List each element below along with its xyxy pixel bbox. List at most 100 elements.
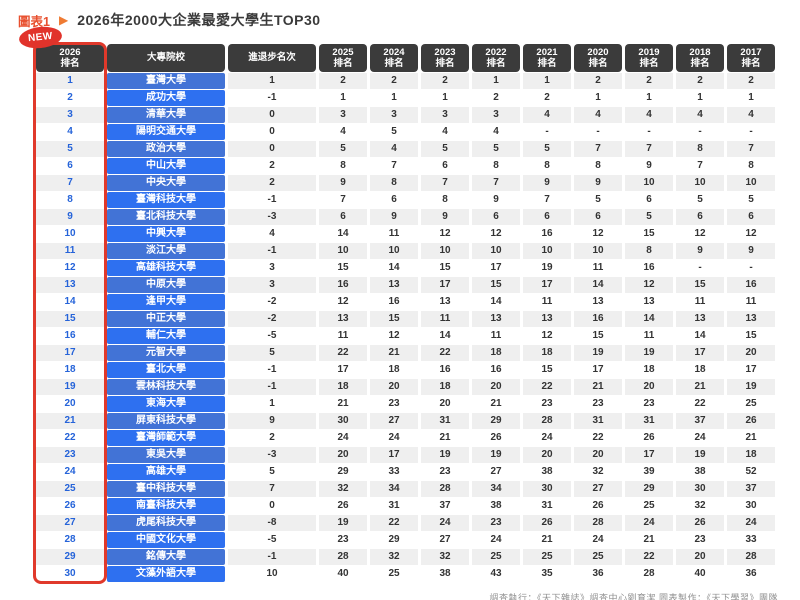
ranking-table: 2026 排名 大專院校 進退步名次 2025 排名 2024 排名 2023 排名 202…	[33, 43, 778, 583]
change-cell: 2	[228, 175, 316, 191]
year-cell: 28	[319, 549, 367, 565]
year-cell: 10	[472, 243, 520, 259]
table-row: 10 中興大學 4 14 11 12 12 16 12 15 12 12	[36, 226, 775, 242]
year-cell: 26	[319, 498, 367, 514]
year-cell: 1	[421, 90, 469, 106]
year-cell: 27	[370, 413, 418, 429]
year-cell: 4	[472, 124, 520, 140]
rank-cell: 25	[36, 481, 104, 497]
table-row: 20 東海大學 1 21 23 20 21 23 23 23 22 25	[36, 396, 775, 412]
year-cell: 8	[574, 158, 622, 174]
year-cell: 18	[625, 362, 673, 378]
year-cell: 18	[370, 362, 418, 378]
school-cell: 東海大學	[107, 396, 225, 412]
year-cell: 32	[421, 549, 469, 565]
year-cell: 28	[574, 515, 622, 531]
year-cell: 16	[523, 226, 571, 242]
year-cell: -	[574, 124, 622, 140]
table-row: 27 虎尾科技大學 -8 19 22 24 23 26 28 24 26 24	[36, 515, 775, 531]
year-cell: 14	[421, 328, 469, 344]
year-cell: -	[676, 260, 724, 276]
year-cell: 4	[421, 124, 469, 140]
rank-cell: 22	[36, 430, 104, 446]
year-cell: 1	[472, 73, 520, 89]
year-cell: 20	[523, 447, 571, 463]
rank-cell: 7	[36, 175, 104, 191]
school-cell: 元智大學	[107, 345, 225, 361]
rank-cell: 16	[36, 328, 104, 344]
year-cell: 20	[421, 396, 469, 412]
year-cell: 10	[421, 243, 469, 259]
year-cell: 1	[370, 90, 418, 106]
ranking-table-container: 2026 排名 大專院校 進退步名次 2025 排名 2024 排名 2023 排名 202…	[18, 24, 779, 584]
school-cell: 高雄大學	[107, 464, 225, 480]
change-cell: 2	[228, 158, 316, 174]
change-cell: -5	[228, 532, 316, 548]
year-cell: 27	[421, 532, 469, 548]
year-cell: 32	[319, 481, 367, 497]
year-cell: 31	[370, 498, 418, 514]
year-cell: 19	[727, 379, 775, 395]
year-cell: 20	[727, 345, 775, 361]
year-cell: 22	[370, 515, 418, 531]
year-cell: 29	[625, 481, 673, 497]
table-row: 2 成功大學 -1 1 1 1 2 2 1 1 1 1	[36, 90, 775, 106]
year-cell: 24	[319, 430, 367, 446]
change-cell: -3	[228, 447, 316, 463]
year-cell: 6	[574, 209, 622, 225]
table-row: 21 屏東科技大學 9 30 27 31 29 28 31 31 37 26	[36, 413, 775, 429]
year-cell: 23	[370, 396, 418, 412]
rank-cell: 15	[36, 311, 104, 327]
year-cell: 37	[727, 481, 775, 497]
year-cell: 24	[625, 515, 673, 531]
year-cell: 32	[676, 498, 724, 514]
change-cell: 0	[228, 141, 316, 157]
rank-cell: 30	[36, 566, 104, 582]
change-cell: -3	[228, 209, 316, 225]
change-cell: 0	[228, 124, 316, 140]
year-cell: 18	[727, 447, 775, 463]
column-header-1: 大專院校	[107, 44, 225, 72]
year-cell: 17	[319, 362, 367, 378]
year-cell: 15	[676, 277, 724, 293]
table-row: 12 高雄科技大學 3 15 14 15 17 19 11 16- -	[36, 260, 775, 276]
year-cell: 15	[421, 260, 469, 276]
year-cell: 4	[523, 107, 571, 123]
year-cell: 29	[319, 464, 367, 480]
year-cell: 20	[625, 379, 673, 395]
page-title: 2026年2000大企業最愛大學生TOP30	[77, 12, 321, 28]
year-cell: 19	[523, 260, 571, 276]
school-cell: 政治大學	[107, 141, 225, 157]
school-cell: 中央大學	[107, 175, 225, 191]
year-cell: 20	[574, 447, 622, 463]
year-cell: 12	[727, 226, 775, 242]
year-cell: 20	[472, 379, 520, 395]
year-cell: 8	[727, 158, 775, 174]
table-row: 30 文藻外語大學 10 40 25 38 43 35 36 28 40 36	[36, 566, 775, 582]
year-cell: 25	[727, 396, 775, 412]
year-cell: 6	[523, 209, 571, 225]
change-cell: 1	[228, 73, 316, 89]
change-cell: 2	[228, 430, 316, 446]
change-cell: 1	[228, 396, 316, 412]
year-cell: 5	[574, 192, 622, 208]
rank-cell: 8	[36, 192, 104, 208]
school-cell: 淡江大學	[107, 243, 225, 259]
year-cell: 4	[676, 107, 724, 123]
year-cell: 21	[523, 532, 571, 548]
table-row: 1 臺灣大學 1 2 2 2 1 1 2 2 2 2	[36, 73, 775, 89]
school-cell: 文藻外語大學	[107, 566, 225, 582]
year-cell: 10	[523, 243, 571, 259]
year-cell: 8	[319, 158, 367, 174]
school-cell: 中山大學	[107, 158, 225, 174]
table-row: 7 中央大學 2 9 8 7 7 9 9 10 10 10	[36, 175, 775, 191]
year-cell: 11	[319, 328, 367, 344]
school-cell: 陽明交通大學	[107, 124, 225, 140]
year-cell: 17	[370, 447, 418, 463]
table-row: 11 淡江大學 -1 10 10 10 10 10 10 8 9 9	[36, 243, 775, 259]
year-cell: 7	[370, 158, 418, 174]
year-cell: 38	[472, 498, 520, 514]
year-cell: 17	[472, 260, 520, 276]
year-cell: 24	[370, 430, 418, 446]
year-cell: 21	[625, 532, 673, 548]
